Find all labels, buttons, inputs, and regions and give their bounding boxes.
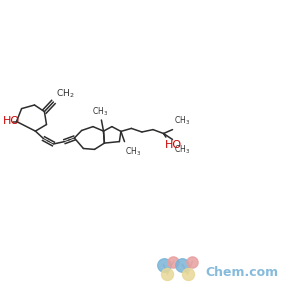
Text: CH$_3$: CH$_3$	[125, 145, 141, 158]
Text: CH$_3$: CH$_3$	[174, 115, 190, 127]
Point	[161, 262, 166, 267]
Text: CH$_2$: CH$_2$	[56, 88, 74, 100]
Text: Chem.com: Chem.com	[206, 266, 279, 280]
Text: HO: HO	[3, 116, 20, 127]
Point	[165, 271, 170, 276]
Point	[171, 259, 176, 264]
Point	[190, 259, 195, 264]
Point	[180, 262, 185, 267]
Point	[185, 271, 190, 276]
Text: CH$_3$: CH$_3$	[92, 105, 108, 118]
Text: CH$_3$: CH$_3$	[174, 143, 190, 156]
Text: HO: HO	[165, 140, 182, 150]
